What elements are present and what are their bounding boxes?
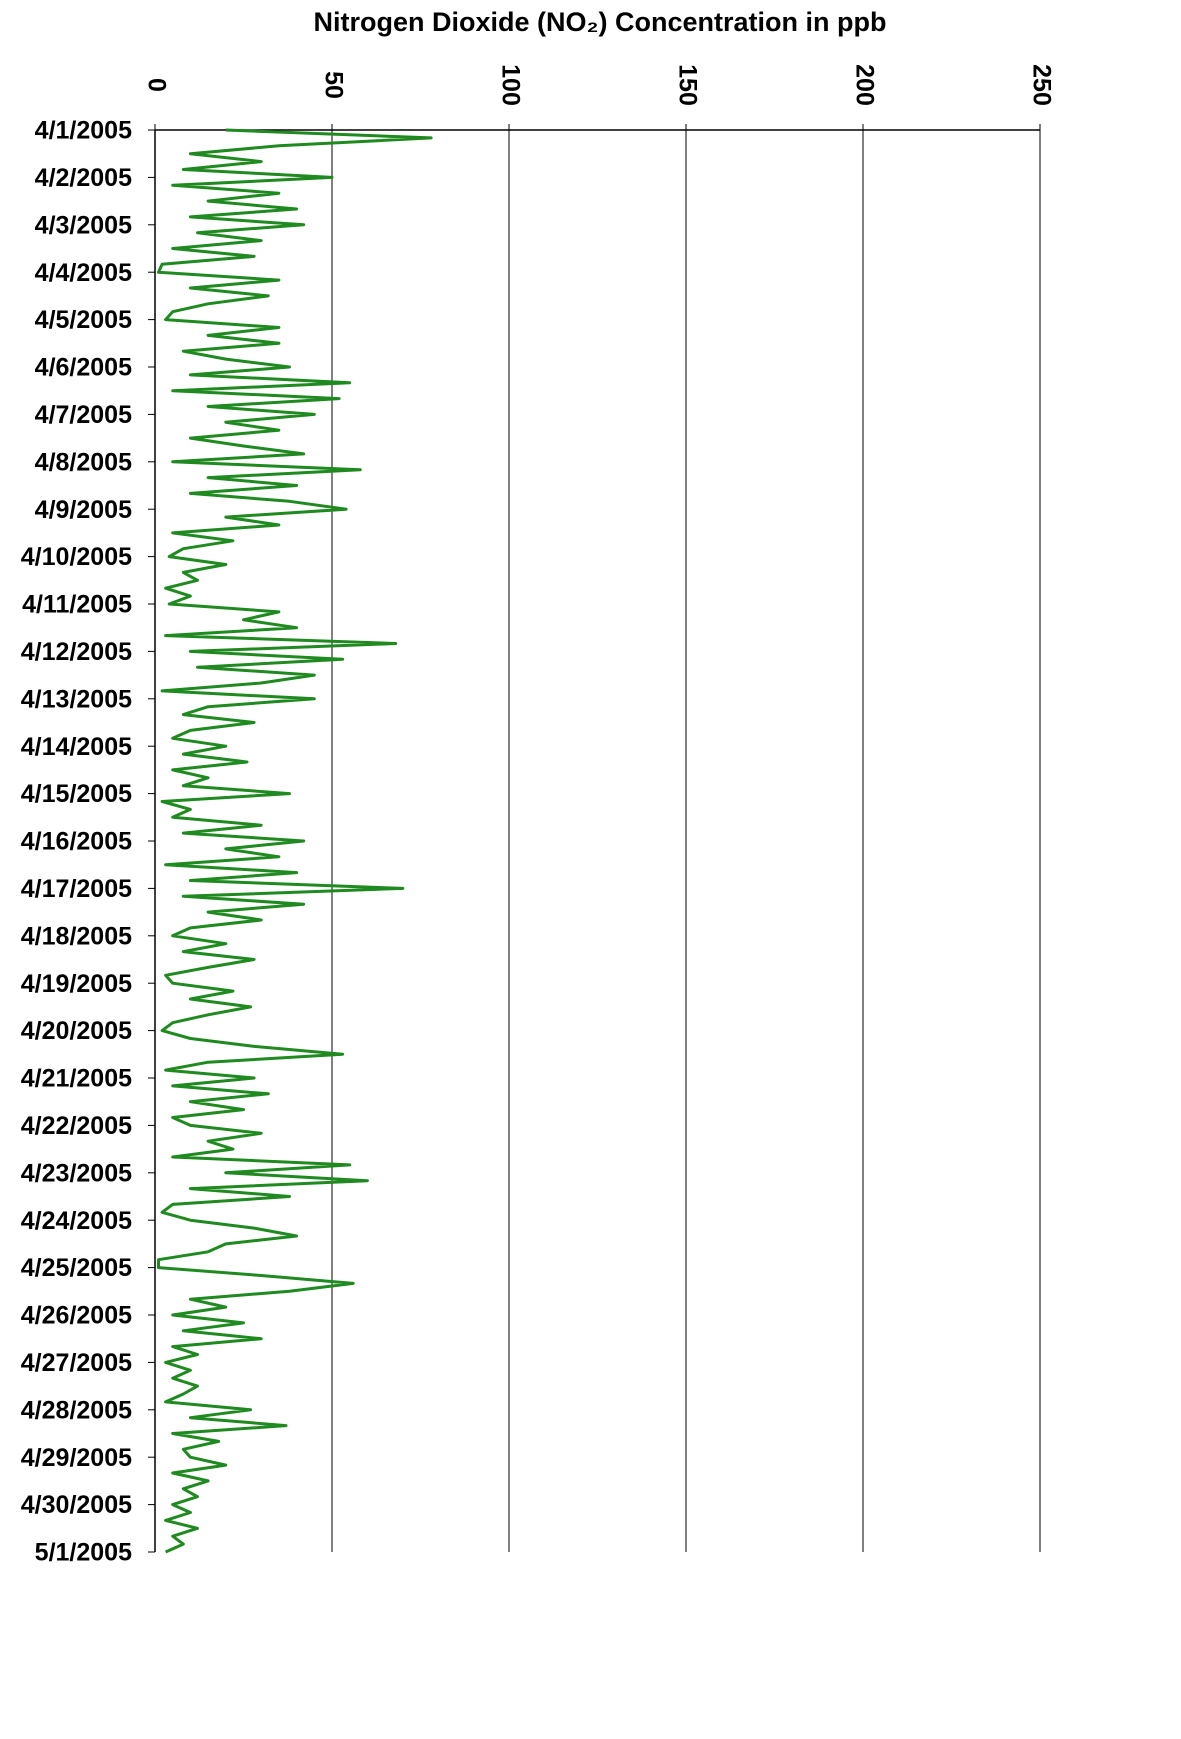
y-tick-label: 4/4/2005 xyxy=(35,259,132,287)
x-tick-label: 100 xyxy=(496,64,524,106)
y-tick-label: 4/28/2005 xyxy=(21,1396,132,1424)
y-tick-label: 4/6/2005 xyxy=(35,354,132,382)
y-tick-label: 4/23/2005 xyxy=(21,1159,132,1187)
y-tick-label: 4/17/2005 xyxy=(21,875,132,903)
y-tick-label: 4/12/2005 xyxy=(21,638,132,666)
y-tick-label: 4/11/2005 xyxy=(22,591,132,619)
y-tick-label: 4/14/2005 xyxy=(21,733,132,761)
y-tick-label: 4/27/2005 xyxy=(21,1349,132,1377)
y-tick-label: 4/7/2005 xyxy=(35,401,132,429)
y-tick-label: 4/3/2005 xyxy=(35,211,132,239)
y-tick-label: 4/19/2005 xyxy=(21,970,132,998)
y-tick-label: 4/18/2005 xyxy=(21,922,132,950)
y-tick-label: 4/15/2005 xyxy=(21,780,132,808)
y-tick-label: 4/8/2005 xyxy=(35,448,132,476)
y-tick-label: 4/22/2005 xyxy=(21,1112,132,1140)
y-tick-label: 4/26/2005 xyxy=(21,1302,132,1330)
chart-title: Nitrogen Dioxide (NO₂) Concentration in … xyxy=(314,7,887,37)
y-tick-label: 4/5/2005 xyxy=(35,306,132,334)
x-tick-label: 200 xyxy=(850,64,878,106)
y-tick-label: 4/20/2005 xyxy=(21,1017,132,1045)
y-tick-label: 4/24/2005 xyxy=(21,1207,132,1235)
y-tick-label: 4/29/2005 xyxy=(21,1444,132,1472)
x-tick-label: 50 xyxy=(319,71,347,99)
y-tick-label: 4/25/2005 xyxy=(21,1254,132,1282)
y-tick-label: 4/13/2005 xyxy=(21,685,132,713)
y-tick-label: 4/9/2005 xyxy=(35,496,132,524)
y-tick-label: 4/21/2005 xyxy=(21,1065,132,1093)
y-tick-label: 4/16/2005 xyxy=(21,828,132,856)
y-tick-label: 4/2/2005 xyxy=(35,164,132,192)
x-tick-label: 250 xyxy=(1027,64,1055,106)
x-tick-label: 0 xyxy=(142,78,170,92)
y-tick-label: 4/1/2005 xyxy=(35,117,132,145)
data-line xyxy=(157,128,433,1554)
y-tick-label: 4/10/2005 xyxy=(21,543,132,571)
y-tick-label: 5/1/2005 xyxy=(35,1539,132,1567)
x-tick-label: 150 xyxy=(673,64,701,106)
y-tick-label: 4/30/2005 xyxy=(21,1491,132,1519)
